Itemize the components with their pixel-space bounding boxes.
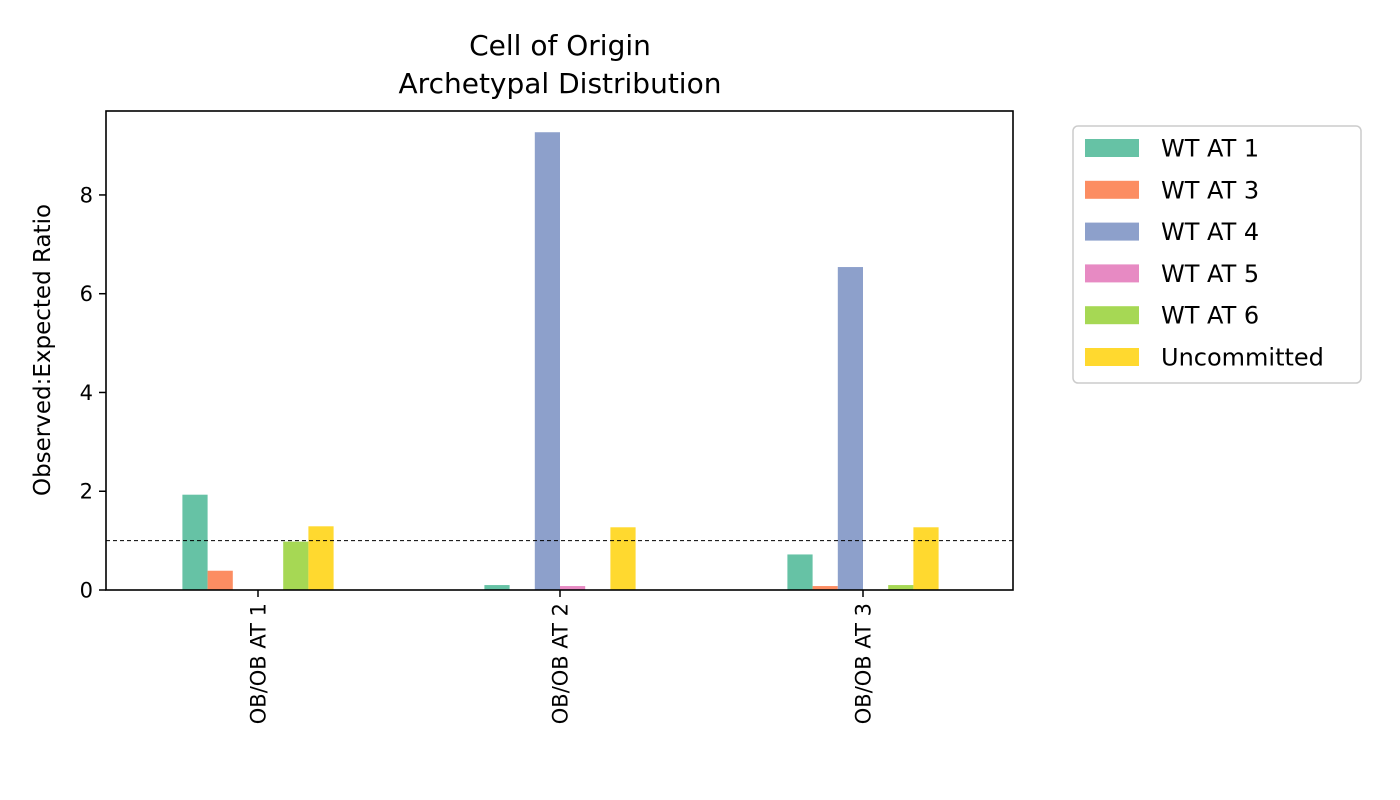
legend-label: WT AT 1 (1161, 135, 1259, 163)
bars-layer (182, 132, 939, 591)
y-tick-label: 6 (80, 282, 93, 306)
y-tick-label: 4 (80, 381, 93, 405)
legend-label: WT AT 6 (1161, 302, 1259, 330)
plot-frame (105, 110, 1014, 591)
bar-uncommitted-cat-1 (308, 526, 334, 590)
y-axis: 0 2 4 6 8 (80, 183, 106, 603)
legend-swatch (1085, 222, 1139, 241)
x-tick-label: OB/OB AT 3 (852, 603, 876, 724)
bar-wt-at-6-cat-3 (888, 585, 914, 590)
y-tick-label: 2 (80, 480, 93, 504)
bar-wt-at-4-cat-2 (534, 132, 560, 591)
legend-swatch (1085, 264, 1139, 283)
legend-label: WT AT 3 (1161, 176, 1259, 204)
bar-wt-at-3-cat-1 (207, 570, 233, 590)
legend-label: WT AT 5 (1161, 260, 1259, 288)
bar-uncommitted-cat-3 (913, 527, 939, 590)
bar-wt-at-1-cat-1 (182, 494, 208, 590)
bar-wt-at-6-cat-1 (283, 541, 309, 590)
chart-title-line-1: Cell of Origin (469, 29, 651, 62)
legend: WT AT 1 WT AT 3 WT AT 4 WT AT 5 WT AT 6 Uncom… (1072, 125, 1362, 384)
bar-wt-at-1-cat-3 (787, 554, 813, 590)
legend-box (1072, 125, 1362, 384)
chart-title-line-2: Archetypal Distribution (399, 67, 722, 100)
bar-wt-at-3-cat-3 (812, 586, 838, 590)
bar-wt-at-4-cat-3 (837, 267, 863, 590)
bar-wt-at-5-cat-2 (560, 586, 586, 590)
x-tick-label: OB/OB AT 2 (549, 603, 573, 724)
y-tick-label: 0 (80, 579, 93, 603)
bar-uncommitted-cat-2 (610, 527, 636, 590)
legend-swatch (1085, 139, 1139, 157)
x-tick-label: OB/OB AT 1 (247, 603, 271, 724)
legend-label: WT AT 4 (1161, 218, 1259, 246)
y-axis-label: Observed:Expected Ratio (30, 204, 56, 496)
bar-wt-at-1-cat-2 (484, 585, 510, 590)
x-axis: OB/OB AT 1 OB/OB AT 2 OB/OB AT 3 (247, 590, 876, 724)
legend-swatch (1085, 306, 1139, 325)
legend-swatch (1085, 180, 1139, 199)
legend-swatch (1085, 348, 1139, 366)
legend-label: Uncommitted (1161, 344, 1324, 372)
y-tick-label: 8 (80, 183, 93, 207)
